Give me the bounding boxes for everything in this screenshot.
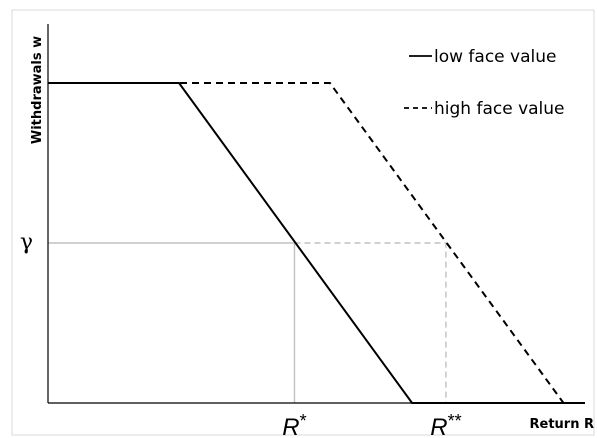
x-tick-label-1: R* [282,411,306,438]
x-axis-label: Return R [530,417,595,432]
x-tick-base: R [430,414,447,438]
chart-frame [11,9,595,436]
y-tick-labels: γ [20,230,33,255]
x-tick-sup: * [300,411,307,431]
y-axis-label: Withdrawals w [30,36,45,144]
reference-line-1 [48,242,296,403]
legend-label-1: low face value [434,47,556,67]
reference-line-2 [294,242,447,403]
y-tick-label-1: γ [20,230,33,255]
x-tick-base: R [282,414,299,438]
x-tick-label-2: R** [430,411,461,438]
reference-lines [48,242,447,403]
x-tick-sup: ** [448,411,462,431]
series-line-high-face-value [48,82,565,404]
x-tick-labels: R* R** [282,411,461,438]
legend: low face value high face value [404,47,565,119]
legend-label-2: high face value [434,99,565,119]
